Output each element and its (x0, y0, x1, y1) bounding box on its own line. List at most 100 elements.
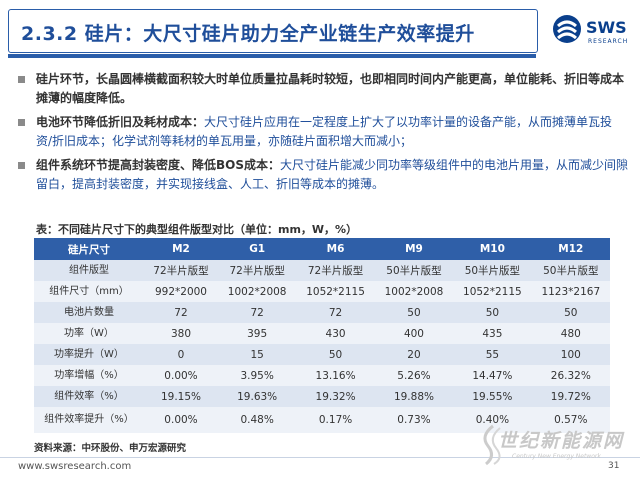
footer-url: www.swsresearch.com (18, 461, 132, 472)
bullet-item: 电池环节降低折旧及耗材成本：大尺寸硅片应用在一定程度上扩大了以功率计量的设备产能… (18, 113, 628, 151)
table-cell: 20 (374, 344, 454, 365)
table-cell: 19.88% (374, 386, 454, 407)
table-header-cell: M6 (296, 238, 375, 260)
table-cell: 0 (144, 344, 218, 365)
table-cell: 19.15% (144, 386, 218, 407)
row-label: 组件尺寸（mm） (34, 281, 144, 302)
table-row: 功率提升（W） 0 15 50 20 55 100 (34, 344, 610, 365)
table-cell: 0.57% (531, 407, 610, 433)
table-cell: 380 (144, 323, 218, 344)
table-cell: 0.17% (296, 407, 375, 433)
row-label: 功率增幅（%） (34, 365, 144, 386)
table-cell: 19.55% (453, 386, 532, 407)
table-cell: 26.32% (531, 365, 610, 386)
table-cell: 1052*2115 (296, 281, 375, 302)
table-header-cell: 硅片尺寸 (34, 238, 144, 260)
table-cell: 480 (531, 323, 610, 344)
title-box: 2.3.2 硅片：大尺寸硅片助力全产业链生产效率提升 (8, 9, 538, 53)
table-cell: 0.00% (144, 407, 218, 433)
source-note: 资料来源：中环股份、申万宏源研究 (34, 443, 187, 454)
table-row: 组件效率（%） 19.15% 19.63% 19.32% 19.88% 19.5… (34, 386, 610, 407)
bullet-list: 硅片环节，长晶圆棒横截面积较大时单位质量拉晶耗时较短，也即相同时间内产能更高，单… (18, 70, 628, 199)
sws-logo-icon (553, 15, 581, 43)
bullet-square-icon (18, 119, 25, 126)
table-cell: 430 (296, 323, 375, 344)
logo-text: SWS (586, 18, 627, 37)
table-cell: 72 (296, 302, 375, 323)
watermark-sub: Century New Energy Network (512, 453, 601, 460)
table-cell: 50半片版型 (374, 260, 454, 281)
row-label: 功率提升（W） (34, 344, 144, 365)
table-cell: 395 (217, 323, 297, 344)
bullet-bold: 硅片环节，长晶圆棒横截面积较大时单位质量拉晶耗时较短，也即相同时间内产能更高，单… (36, 72, 625, 105)
table-cell: 14.47% (453, 365, 532, 386)
bullet-text: 大尺寸硅片应用在一定程度上扩大了以功率计量的设备产能，从而摊薄单瓦投资/折旧成本… (36, 115, 613, 148)
watermark: 世纪新能源网 Century New Energy Network (478, 420, 628, 472)
table-cell: 435 (453, 323, 532, 344)
row-label: 功率（W） (34, 323, 144, 344)
sws-logo: SWS RESEARCH (552, 8, 636, 56)
table-cell: 100 (531, 344, 610, 365)
table-cell: 992*2000 (144, 281, 218, 302)
bullet-bold: 电池环节降低折旧及耗材成本： (36, 115, 205, 129)
bullet-square-icon (18, 76, 25, 83)
table-cell: 0.48% (217, 407, 297, 433)
table-row: 组件效率提升（%） 0.00% 0.48% 0.17% 0.73% 0.40% … (34, 407, 610, 433)
table-cell: 1052*2115 (453, 281, 532, 302)
watermark-text: 世纪新能源网 (498, 430, 625, 452)
table-row: 电池片数量 72 72 72 50 50 50 (34, 302, 610, 323)
table-header-cell: M10 (453, 238, 532, 260)
table-cell: 50 (296, 344, 375, 365)
row-label: 组件效率提升（%） (34, 407, 144, 433)
table-header-cell: M2 (144, 238, 218, 260)
table-row: 功率增幅（%） 0.00% 3.95% 13.16% 5.26% 14.47% … (34, 365, 610, 386)
table-row: 组件尺寸（mm） 992*2000 1002*2008 1052*2115 10… (34, 281, 610, 302)
table-cell: 19.32% (296, 386, 375, 407)
table-cell: 0.40% (453, 407, 532, 433)
table-cell: 72 (144, 302, 218, 323)
table-cell: 19.63% (217, 386, 297, 407)
table-cell: 50半片版型 (453, 260, 532, 281)
table-cell: 72半片版型 (296, 260, 375, 281)
title-underline (8, 54, 536, 58)
table-cell: 0.00% (144, 365, 218, 386)
table-cell: 72半片版型 (144, 260, 218, 281)
table-cell: 1123*2167 (531, 281, 610, 302)
bullet-item: 硅片环节，长晶圆棒横截面积较大时单位质量拉晶耗时较短，也即相同时间内产能更高，单… (18, 70, 628, 108)
footer-divider (0, 457, 640, 458)
page-number: 31 (608, 461, 620, 471)
table-cell: 400 (374, 323, 454, 344)
row-label: 组件版型 (34, 260, 144, 281)
logo-sub: RESEARCH (588, 38, 629, 45)
bullet-square-icon (18, 162, 25, 169)
bullet-text: 大尺寸硅片能减少同功率等级组件中的电池片用量，从而减少间隙留白，提高封装密度，并… (36, 158, 629, 191)
table-cell: 15 (217, 344, 297, 365)
table-cell: 1002*2008 (217, 281, 297, 302)
table-cell: 19.72% (531, 386, 610, 407)
row-label: 组件效率（%） (34, 386, 144, 407)
table-row: 组件版型 72半片版型 72半片版型 72半片版型 50半片版型 50半片版型 … (34, 260, 610, 281)
table-header-cell: G1 (217, 238, 297, 260)
table-header-cell: M9 (374, 238, 454, 260)
table-cell: 5.26% (374, 365, 454, 386)
table-header-cell: M12 (531, 238, 610, 260)
page-title: 2.3.2 硅片：大尺寸硅片助力全产业链生产效率提升 (21, 23, 475, 45)
table-cell: 3.95% (217, 365, 297, 386)
table-row: 功率（W） 380 395 430 400 435 480 (34, 323, 610, 344)
table-cell: 50 (453, 302, 532, 323)
table-cell: 50 (531, 302, 610, 323)
slide-header: 2.3.2 硅片：大尺寸硅片助力全产业链生产效率提升 SWS RESEARCH (0, 0, 640, 64)
bullet-bold: 组件系统环节提高封装密度、降低BOS成本： (36, 158, 280, 172)
table-cell: 1002*2008 (374, 281, 454, 302)
table-cell: 55 (453, 344, 532, 365)
table-cell: 72 (217, 302, 297, 323)
table-caption: 表：不同硅片尺寸下的典型组件版型对比（单位：mm，W，%） (36, 223, 358, 236)
table-cell: 50 (374, 302, 454, 323)
row-label: 电池片数量 (34, 302, 144, 323)
table-cell: 0.73% (374, 407, 454, 433)
table-header-row: 硅片尺寸 M2 G1 M6 M9 M10 M12 (34, 238, 610, 260)
bullet-item: 组件系统环节提高封装密度、降低BOS成本：大尺寸硅片能减少同功率等级组件中的电池… (18, 156, 628, 194)
table-cell: 50半片版型 (531, 260, 610, 281)
table-cell: 72半片版型 (217, 260, 297, 281)
module-comparison-table: 硅片尺寸 M2 G1 M6 M9 M10 M12 组件版型 72半片版型 72半… (34, 238, 610, 433)
